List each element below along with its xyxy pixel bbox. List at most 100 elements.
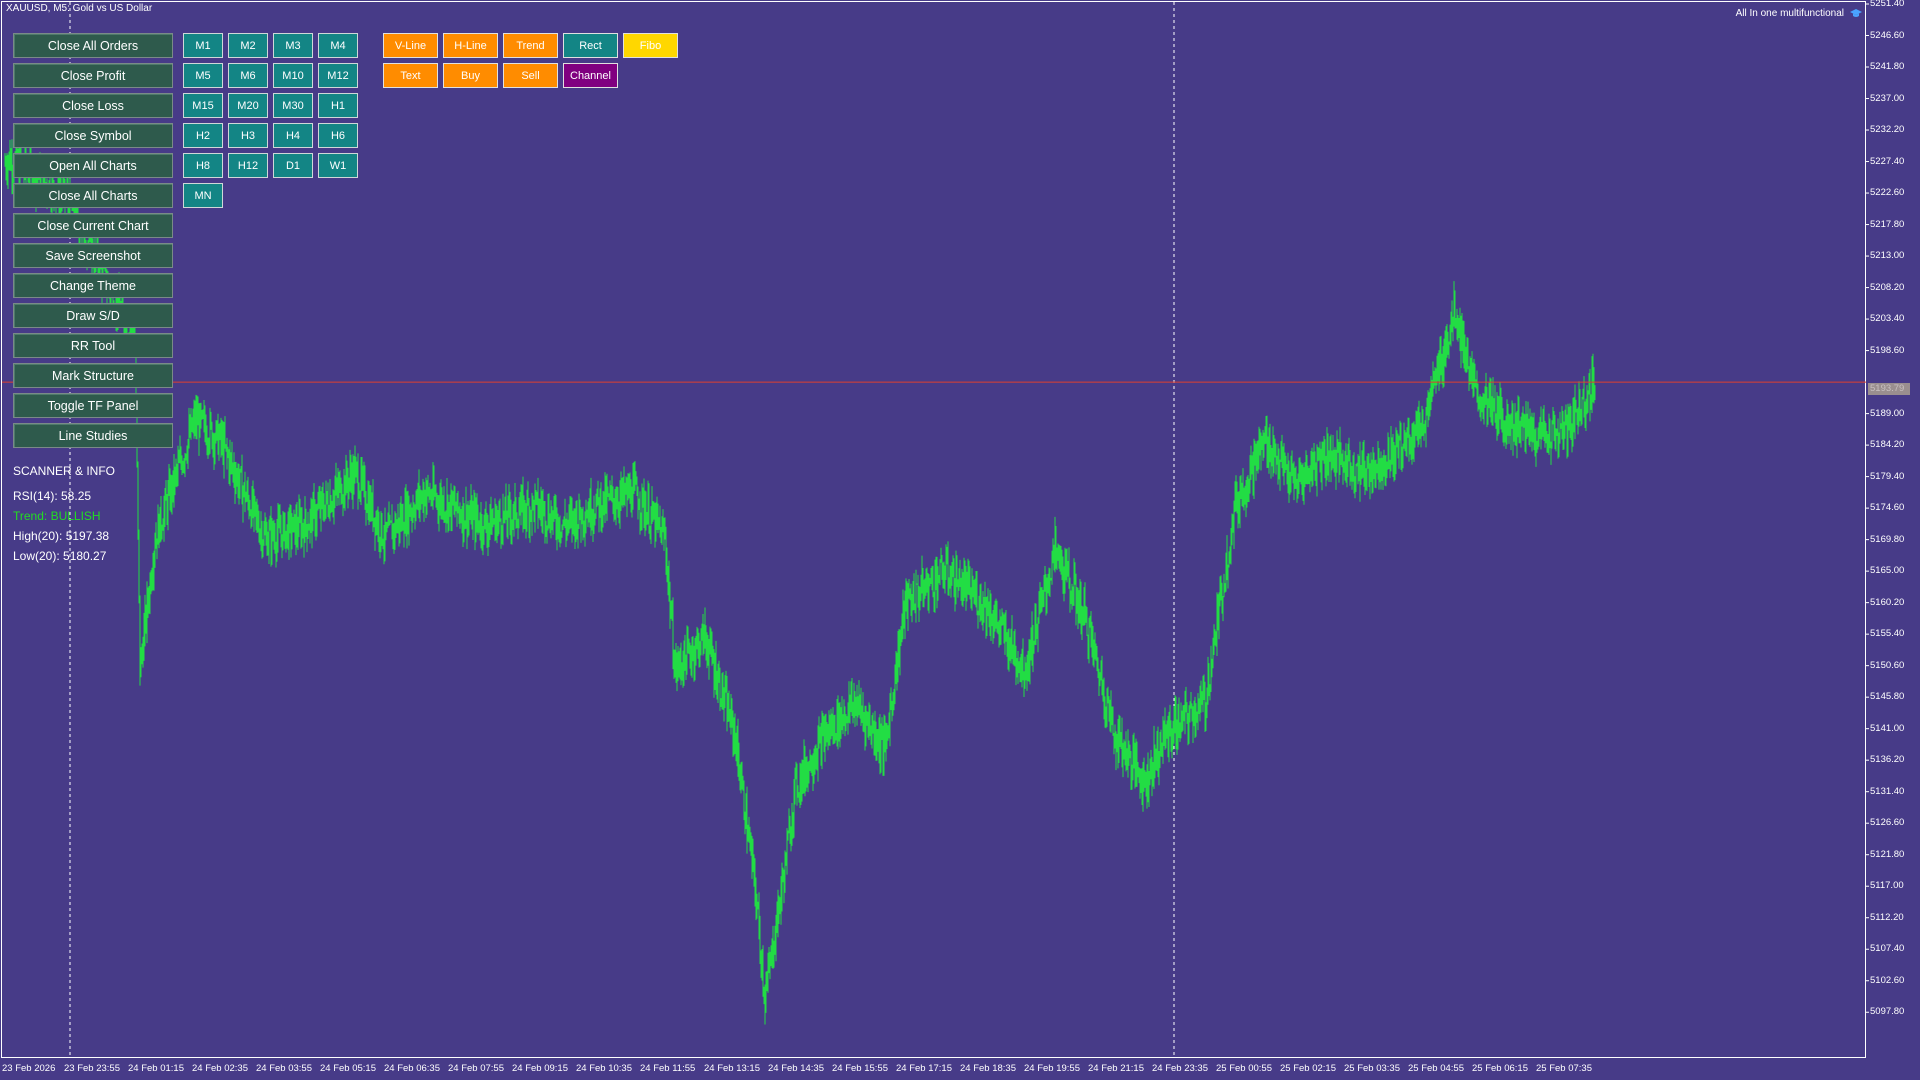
time-tick-label: 24 Feb 18:35 [960, 1063, 1016, 1074]
price-tick-label: 5112.20 [1870, 911, 1904, 923]
timeframe-d1-button[interactable]: D1 [273, 153, 313, 178]
price-tick-label: 5145.80 [1870, 691, 1905, 703]
tool-sell-button[interactable]: Sell [503, 63, 558, 88]
timeframe-m12-button[interactable]: M12 [318, 63, 358, 88]
draw-s-d-button[interactable]: Draw S/D [13, 303, 173, 328]
timeframe-m5-button[interactable]: M5 [183, 63, 223, 88]
price-tick-label: 5160.20 [1870, 596, 1905, 608]
price-tick-label: 5121.80 [1870, 848, 1905, 860]
high-value: High(20): 5197.38 [13, 529, 110, 543]
timeframe-m20-button[interactable]: M20 [228, 93, 268, 118]
time-tick-label: 24 Feb 09:15 [512, 1063, 568, 1074]
tool-v-line-button[interactable]: V-Line [383, 33, 438, 58]
time-tick-label: 24 Feb 17:15 [896, 1063, 952, 1074]
tool-channel-button[interactable]: Channel [563, 63, 618, 88]
close-all-orders-button[interactable]: Close All Orders [13, 33, 173, 58]
time-tick-label: 24 Feb 13:15 [704, 1063, 760, 1074]
timeframe-m3-button[interactable]: M3 [273, 33, 313, 58]
rr-tool-button[interactable]: RR Tool [13, 333, 173, 358]
price-tick-label: 5227.40 [1870, 155, 1905, 167]
indicator-name: All In one multifunctional [1735, 8, 1844, 19]
time-tick-label: 24 Feb 11:55 [640, 1063, 696, 1074]
toggle-tf-panel-button[interactable]: Toggle TF Panel [13, 393, 173, 418]
price-tick-label: 5141.00 [1870, 722, 1905, 734]
graduation-cap-icon [1850, 8, 1862, 17]
close-symbol-button[interactable]: Close Symbol [13, 123, 173, 148]
time-tick-label: 24 Feb 23:35 [1152, 1063, 1208, 1074]
timeframe-m10-button[interactable]: M10 [273, 63, 313, 88]
close-all-charts-button[interactable]: Close All Charts [13, 183, 173, 208]
time-tick-label: 24 Feb 15:55 [832, 1063, 888, 1074]
time-tick-label: 24 Feb 07:55 [448, 1063, 504, 1074]
tool-buy-button[interactable]: Buy [443, 63, 498, 88]
price-tick-label: 5097.80 [1870, 1006, 1905, 1018]
line-studies-button[interactable]: Line Studies [13, 423, 173, 448]
price-tick-label: 5117.00 [1870, 880, 1904, 892]
rsi-value: RSI(14): 58.25 [13, 489, 92, 503]
timeframe-h6-button[interactable]: H6 [318, 123, 358, 148]
time-tick-label: 25 Feb 06:15 [1472, 1063, 1528, 1074]
current-price-tag: 5193.79 [1868, 383, 1910, 395]
price-tick-label: 5165.00 [1870, 565, 1905, 577]
timeframe-m1-button[interactable]: M1 [183, 33, 223, 58]
time-tick-label: 25 Feb 07:35 [1536, 1063, 1592, 1074]
low-value: Low(20): 5180.27 [13, 549, 107, 563]
timeframe-m6-button[interactable]: M6 [228, 63, 268, 88]
tool-text-button[interactable]: Text [383, 63, 438, 88]
timeframe-h3-button[interactable]: H3 [228, 123, 268, 148]
timeframe-h2-button[interactable]: H2 [183, 123, 223, 148]
price-tick-label: 5102.60 [1870, 974, 1905, 986]
time-tick-label: 24 Feb 01:15 [128, 1063, 184, 1074]
save-screenshot-button[interactable]: Save Screenshot [13, 243, 173, 268]
trend-value: Trend: BULLISH [13, 509, 101, 523]
time-tick-label: 25 Feb 00:55 [1216, 1063, 1272, 1074]
price-tick-label: 5155.40 [1870, 628, 1905, 640]
open-all-charts-button[interactable]: Open All Charts [13, 153, 173, 178]
time-tick-label: 24 Feb 05:15 [320, 1063, 376, 1074]
time-tick-label: 24 Feb 19:55 [1024, 1063, 1080, 1074]
timeframe-m4-button[interactable]: M4 [318, 33, 358, 58]
time-tick-label: 24 Feb 10:35 [576, 1063, 632, 1074]
timeframe-m30-button[interactable]: M30 [273, 93, 313, 118]
change-theme-button[interactable]: Change Theme [13, 273, 173, 298]
timeframe-h8-button[interactable]: H8 [183, 153, 223, 178]
price-tick-label: 5131.40 [1870, 785, 1905, 797]
timeframe-m2-button[interactable]: M2 [228, 33, 268, 58]
close-current-chart-button[interactable]: Close Current Chart [13, 213, 173, 238]
timeframe-m15-button[interactable]: M15 [183, 93, 223, 118]
timeframe-mn-button[interactable]: MN [183, 183, 223, 208]
time-tick-label: 24 Feb 06:35 [384, 1063, 440, 1074]
price-tick-label: 5232.20 [1870, 124, 1905, 136]
price-tick-label: 5251.40 [1870, 0, 1905, 9]
timeframe-h12-button[interactable]: H12 [228, 153, 268, 178]
price-tick-label: 5222.60 [1870, 187, 1905, 199]
price-tick-label: 5189.00 [1870, 407, 1905, 419]
price-tick-label: 5203.40 [1870, 313, 1905, 325]
price-tick-label: 5237.00 [1870, 92, 1905, 104]
price-tick-label: 5169.80 [1870, 533, 1905, 545]
tool-fibo-button[interactable]: Fibo [623, 33, 678, 58]
price-tick-label: 5213.00 [1870, 250, 1905, 262]
price-tick-label: 5107.40 [1870, 943, 1905, 955]
timeframe-h1-button[interactable]: H1 [318, 93, 358, 118]
price-tick-label: 5184.20 [1870, 439, 1905, 451]
price-tick-label: 5174.60 [1870, 502, 1905, 514]
time-tick-label: 23 Feb 2026 [2, 1063, 56, 1074]
timeframe-h4-button[interactable]: H4 [273, 123, 313, 148]
tool-trend-button[interactable]: Trend [503, 33, 558, 58]
time-tick-label: 23 Feb 23:55 [64, 1063, 120, 1074]
timeframe-w1-button[interactable]: W1 [318, 153, 358, 178]
tool-h-line-button[interactable]: H-Line [443, 33, 498, 58]
price-tick-label: 5136.20 [1870, 754, 1905, 766]
tool-rect-button[interactable]: Rect [563, 33, 618, 58]
mark-structure-button[interactable]: Mark Structure [13, 363, 173, 388]
price-tick-label: 5179.40 [1870, 470, 1905, 482]
price-tick-label: 5150.60 [1870, 659, 1905, 671]
close-profit-button[interactable]: Close Profit [13, 63, 173, 88]
price-tick-label: 5246.60 [1870, 29, 1905, 41]
close-loss-button[interactable]: Close Loss [13, 93, 173, 118]
indicator-label: All In one multifunctional [1736, 8, 1862, 19]
time-tick-label: 25 Feb 03:35 [1344, 1063, 1400, 1074]
time-tick-label: 24 Feb 21:15 [1088, 1063, 1144, 1074]
time-tick-label: 24 Feb 02:35 [192, 1063, 248, 1074]
